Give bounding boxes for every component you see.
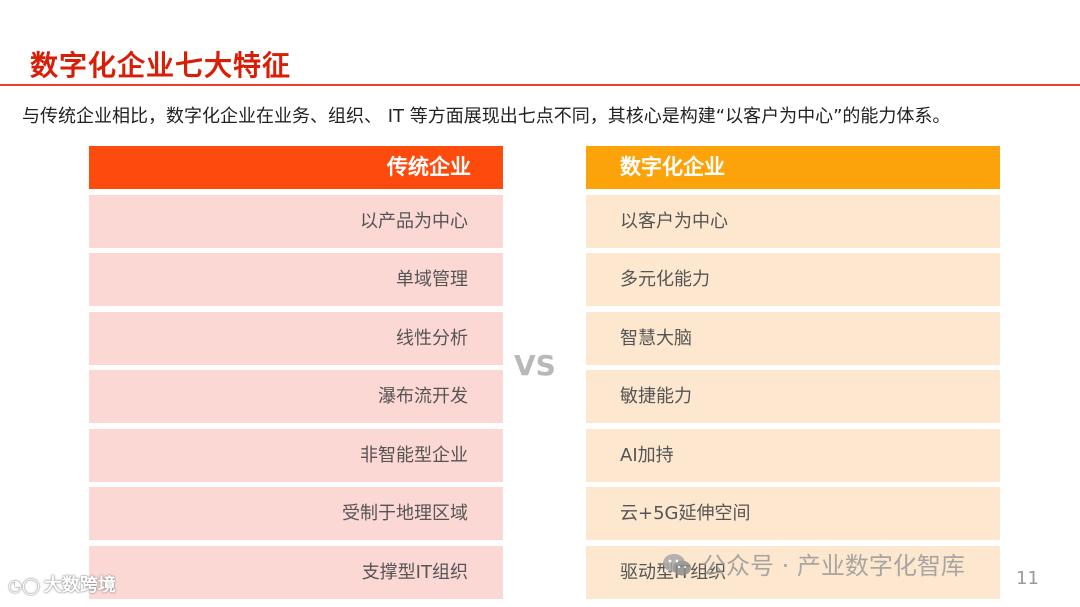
traditional-row: 支撑型IT组织 bbox=[89, 545, 503, 599]
vs-label: VS bbox=[514, 349, 556, 382]
digital-row: AI加持 bbox=[586, 428, 1000, 482]
title-divider bbox=[0, 84, 1080, 86]
intro-text: 与传统企业相比，数字化企业在业务、组织、 IT 等方面展现出七点不同，其核心是构… bbox=[22, 106, 951, 127]
digital-row: 驱动型IT组织 bbox=[586, 545, 1000, 599]
digital-enterprise-column: 数字化企业 以客户为中心 多元化能力 智慧大脑 敏捷能力 AI加持 云+5G延伸… bbox=[586, 146, 1000, 599]
watermark-right: 公众号 · 产业数字化智库 bbox=[662, 546, 965, 581]
traditional-row: 受制于地理区域 bbox=[89, 487, 503, 540]
traditional-row: 以产品为中心 bbox=[89, 194, 503, 248]
traditional-row: 瀑布流开发 bbox=[89, 370, 503, 423]
slide-title: 数字化企业七大特征 bbox=[30, 49, 292, 82]
traditional-row: 单域管理 bbox=[89, 253, 503, 306]
wechat-icon bbox=[663, 554, 691, 576]
digital-row: 敏捷能力 bbox=[586, 370, 1000, 423]
digital-row: 智慧大脑 bbox=[586, 311, 1000, 365]
traditional-enterprise-column: 传统企业 以产品为中心 单域管理 线性分析 瀑布流开发 非智能型企业 受制于地理… bbox=[89, 146, 503, 599]
watermark-left: ◔◯ 大数跨境 bbox=[8, 571, 116, 597]
digital-enterprise-header: 数字化企业 bbox=[586, 146, 1000, 189]
watermark-right-text: 公众号 · 产业数字化智库 bbox=[702, 552, 965, 580]
digital-row: 以客户为中心 bbox=[586, 194, 1000, 248]
traditional-enterprise-header: 传统企业 bbox=[89, 146, 503, 189]
traditional-row: 线性分析 bbox=[89, 311, 503, 365]
traditional-row: 非智能型企业 bbox=[89, 428, 503, 482]
brand-logo-icon: ◔◯ bbox=[8, 576, 40, 595]
page-number: 11 bbox=[1016, 568, 1039, 589]
digital-row: 云+5G延伸空间 bbox=[586, 487, 1000, 540]
watermark-left-text: 大数跨境 bbox=[43, 575, 116, 596]
digital-row: 多元化能力 bbox=[586, 253, 1000, 306]
